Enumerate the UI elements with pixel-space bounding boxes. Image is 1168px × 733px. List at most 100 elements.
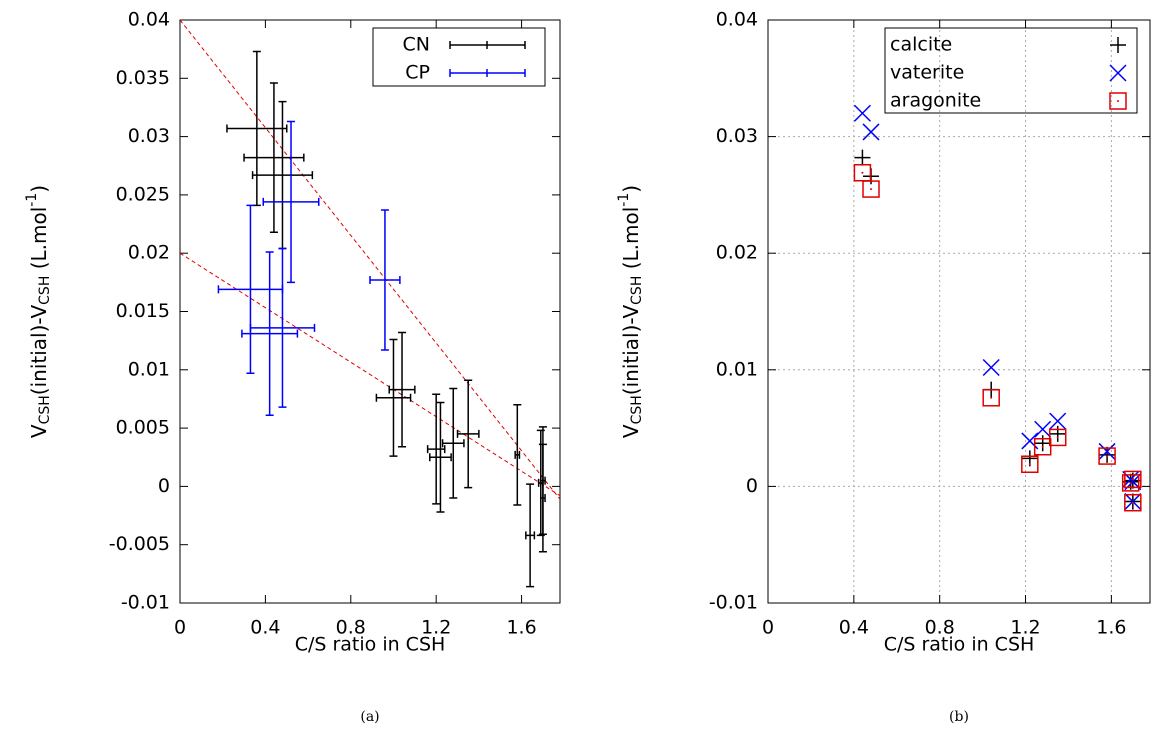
x-error-bar: [441, 439, 465, 448]
legend-label: calcite: [890, 34, 952, 56]
caption: (b): [949, 709, 969, 725]
x-error-bar: [249, 323, 316, 332]
y-axis-label-part: (L.mol: [27, 207, 51, 276]
marker: [1098, 442, 1116, 460]
marker: [982, 358, 1000, 376]
marker-shape: [982, 358, 1000, 376]
marker: [1124, 470, 1142, 489]
x-error-bar: [262, 197, 320, 206]
marker-shape: [1034, 435, 1051, 452]
marker: [1098, 447, 1116, 465]
marker: [854, 149, 871, 166]
x-tick-label: 1.6: [1096, 617, 1126, 639]
x-tick-label: 0.4: [839, 617, 869, 639]
y-axis-label: VCSH(initial)-VCSH (L.mol-1): [616, 185, 645, 438]
x-error-bar: [426, 445, 446, 454]
x-tick-label: 0.8: [925, 617, 955, 639]
y-axis-label-part: CSH: [37, 276, 53, 305]
marker: [1099, 446, 1116, 463]
x-tick-label: 0: [174, 617, 186, 639]
y-axis-label: VCSH(initial)-VCSH (L.mol-1): [24, 185, 53, 438]
x-tick-label: 0.4: [250, 617, 280, 639]
marker-shape: [853, 104, 871, 122]
x-error-bar: [429, 453, 452, 462]
y-tick-label: -0.01: [121, 592, 170, 614]
y-axis-label-part: -1: [24, 193, 40, 207]
x-axis-label: C/S ratio in CSH: [884, 634, 1035, 656]
marker: [1109, 92, 1127, 110]
legend-label: CP: [405, 62, 430, 84]
marker-shape: [1049, 425, 1066, 442]
fit-line: [180, 20, 560, 500]
x-tick-label: 0.8: [336, 617, 366, 639]
marker-shape: [1033, 438, 1052, 456]
y-tick-label: 0.01: [716, 358, 758, 380]
marker-shape: [1098, 447, 1116, 465]
y-tick-label: 0: [746, 475, 758, 497]
y-tick-label: 0.01: [128, 358, 170, 380]
y-tick-label: 0.025: [116, 183, 170, 205]
marker: [1034, 420, 1052, 438]
y-axis-label-part: ): [619, 185, 643, 193]
marker-shape: [870, 188, 873, 191]
marker: [1049, 412, 1067, 430]
x-error-bar: [251, 171, 314, 180]
marker-shape: [1034, 420, 1052, 438]
y-axis-label-part: CSH: [37, 395, 53, 424]
marker: [1033, 438, 1052, 456]
y-tick-label: 0.04: [128, 9, 170, 31]
marker: [1110, 37, 1126, 53]
marker-shape: [1110, 37, 1126, 53]
marker-shape: [1124, 493, 1142, 511]
x-error-bar: [514, 450, 521, 459]
marker: [1034, 435, 1051, 452]
y-tick-label: 0.04: [716, 9, 758, 31]
marker-shape: [982, 389, 1000, 407]
legend-box: [372, 27, 546, 87]
marker-shape: [1049, 412, 1067, 430]
x-tick-label: 1.2: [1010, 617, 1040, 639]
marker-shape: [862, 123, 880, 141]
plot-frame: [767, 19, 1151, 604]
marker: [1021, 455, 1039, 473]
marker: [1121, 474, 1140, 492]
y-tick-label: 0.005: [116, 417, 170, 439]
marker-shape: [862, 180, 880, 198]
y-axis-label-part: (L.mol: [619, 207, 643, 276]
y-axis-label-part: CSH: [629, 395, 645, 424]
y-tick-label: 0.015: [116, 300, 170, 322]
fit-line: [180, 252, 560, 497]
marker-shape: [1117, 100, 1119, 102]
marker-shape: [990, 396, 993, 399]
y-tick-label: -0.005: [109, 533, 170, 555]
marker: [1109, 64, 1127, 82]
marker: [1048, 428, 1067, 447]
legend-swatch: [449, 69, 526, 77]
y-axis-label-part: V: [619, 424, 643, 438]
y-tick-label: 0.035: [116, 67, 170, 89]
x-error-bar: [226, 124, 288, 133]
x-tick-label: 1.2: [421, 617, 451, 639]
marker: [1124, 493, 1142, 511]
x-error-bar: [540, 476, 546, 485]
marker-shape: [1106, 455, 1109, 458]
marker-shape: [1129, 481, 1132, 484]
legend-label: vaterite: [890, 62, 964, 84]
x-tick-label: 1.6: [506, 617, 536, 639]
legend-swatch: [449, 41, 526, 49]
marker-shape: [1109, 92, 1127, 110]
marker: [1124, 493, 1142, 512]
x-error-bar: [375, 393, 412, 402]
marker-shape: [1109, 64, 1127, 82]
marker-shape: [1124, 493, 1142, 512]
x-axis-label: C/S ratio in CSH: [295, 634, 446, 656]
marker: [862, 180, 880, 198]
marker: [982, 389, 1000, 407]
caption: (a): [360, 709, 379, 725]
y-axis-label-part: -1: [616, 193, 632, 207]
marker-shape: [1099, 446, 1116, 463]
legend-box: [884, 27, 1138, 114]
marker-shape: [1056, 436, 1059, 439]
marker-shape: [1048, 428, 1067, 447]
